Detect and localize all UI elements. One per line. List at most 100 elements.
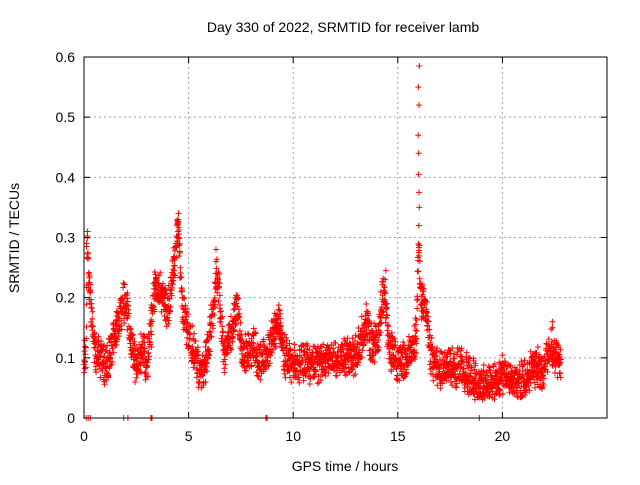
data-point (237, 319, 244, 326)
data-point (89, 308, 96, 315)
data-point (216, 271, 223, 278)
data-point (217, 308, 224, 315)
data-point (168, 292, 175, 299)
data-point (434, 382, 441, 389)
data-point (522, 391, 529, 398)
data-point (279, 339, 286, 346)
y-tick-label: 0.3 (56, 230, 76, 246)
data-point (241, 364, 248, 371)
spike-point (416, 102, 423, 109)
data-point (220, 328, 227, 335)
data-point (192, 338, 199, 345)
data-point (291, 341, 298, 348)
data-point (358, 354, 365, 361)
data-point (526, 387, 533, 394)
data-point (289, 351, 296, 358)
data-point (509, 390, 516, 397)
data-point (269, 349, 276, 356)
data-point (352, 332, 359, 339)
data-point (103, 364, 110, 371)
data-point (177, 269, 184, 276)
data-point (339, 346, 346, 353)
data-point (283, 337, 290, 344)
data-point (463, 349, 470, 356)
data-point (371, 320, 378, 327)
data-point (150, 302, 157, 309)
data-point (467, 373, 474, 380)
data-point (92, 363, 99, 370)
data-point (131, 338, 138, 345)
data-point (414, 296, 421, 303)
data-point (178, 303, 185, 310)
data-point (348, 366, 355, 373)
data-point (101, 342, 108, 349)
data-point (161, 313, 168, 320)
spike-point (415, 84, 422, 91)
data-point (500, 367, 507, 374)
x-tick-label: 10 (285, 428, 301, 444)
data-point (182, 302, 189, 309)
data-point (267, 346, 274, 353)
data-point (296, 379, 303, 386)
data-point (400, 339, 407, 346)
data-point (557, 346, 564, 353)
data-point (544, 368, 551, 375)
data-point (236, 327, 243, 334)
data-point (415, 240, 422, 247)
data-point (405, 333, 412, 340)
data-point (82, 343, 89, 350)
data-point (165, 282, 172, 289)
data-point (89, 323, 96, 330)
data-point (271, 340, 278, 347)
data-point (189, 322, 196, 329)
data-point (419, 307, 426, 314)
data-point (146, 338, 153, 345)
data-point (496, 387, 503, 394)
y-tick-label: 0.4 (56, 169, 76, 185)
data-point (191, 330, 198, 337)
y-tick-label: 0.1 (56, 350, 76, 366)
data-point (197, 367, 204, 374)
data-point (291, 347, 298, 354)
y-tick-label: 0 (67, 410, 75, 426)
data-point (242, 331, 249, 338)
data-point (234, 303, 241, 310)
data-point (414, 305, 421, 312)
data-point (381, 296, 388, 303)
data-point (360, 342, 367, 349)
data-point (419, 291, 426, 298)
data-point (433, 345, 440, 352)
data-point (242, 367, 249, 374)
data-point (403, 350, 410, 357)
data-point (383, 311, 390, 318)
data-point (465, 354, 472, 361)
data-point (540, 375, 547, 382)
data-point (140, 332, 147, 339)
data-point (115, 333, 122, 340)
data-point (489, 388, 496, 395)
data-point (118, 326, 125, 333)
data-point (493, 367, 500, 374)
data-point (414, 268, 421, 275)
spike-point (174, 240, 181, 247)
spike-point (415, 171, 422, 178)
data-point (375, 346, 382, 353)
data-point (199, 352, 206, 359)
data-point (113, 322, 120, 329)
data-point (143, 373, 150, 380)
data-point (266, 360, 273, 367)
data-point (121, 320, 128, 327)
data-point (376, 332, 383, 339)
spike-point (416, 204, 423, 211)
data-point (209, 325, 216, 332)
data-point (347, 351, 354, 358)
data-point (147, 322, 154, 329)
data-point (153, 283, 160, 290)
data-point (467, 390, 474, 397)
data-point (319, 360, 326, 367)
data-point (216, 305, 223, 312)
data-point (252, 329, 259, 336)
data-point (109, 358, 116, 365)
data-point (101, 381, 108, 388)
data-point (332, 339, 339, 346)
